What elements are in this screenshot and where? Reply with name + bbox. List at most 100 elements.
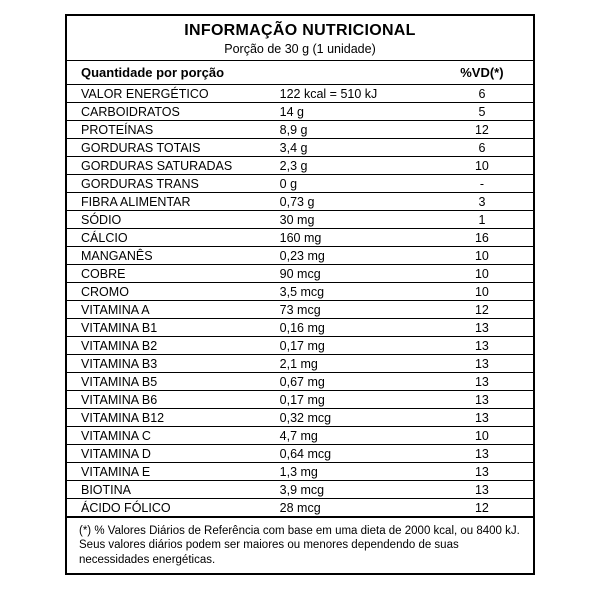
serving-size: Porção de 30 g (1 unidade) — [67, 42, 533, 56]
nutrient-amount: 0,23 mg — [266, 247, 427, 265]
nutrient-vd: 16 — [427, 229, 533, 247]
table-row: VALOR ENERGÉTICO122 kcal = 510 kJ6 — [67, 85, 533, 103]
nutrient-amount: 122 kcal = 510 kJ — [266, 85, 427, 103]
nutrition-table: Quantidade por porção %VD(*) VALOR ENERG… — [67, 61, 533, 517]
nutrient-amount: 14 g — [266, 103, 427, 121]
nutrient-vd: 13 — [427, 337, 533, 355]
nutrient-name: COBRE — [67, 265, 266, 283]
table-row: VITAMINA A73 mcg12 — [67, 301, 533, 319]
table-row: MANGANÊS0,23 mg10 — [67, 247, 533, 265]
table-row: VITAMINA B60,17 mg13 — [67, 391, 533, 409]
nutrient-name: SÓDIO — [67, 211, 266, 229]
nutrition-panel: INFORMAÇÃO NUTRICIONAL Porção de 30 g (1… — [65, 14, 535, 575]
nutrient-name: CROMO — [67, 283, 266, 301]
table-row: VITAMINA B50,67 mg13 — [67, 373, 533, 391]
table-row: VITAMINA C4,7 mg10 — [67, 427, 533, 445]
nutrient-amount: 4,7 mg — [266, 427, 427, 445]
nutrient-amount: 90 mcg — [266, 265, 427, 283]
nutrient-amount: 0,17 mg — [266, 337, 427, 355]
table-row: VITAMINA B120,32 mcg13 — [67, 409, 533, 427]
table-header-row: Quantidade por porção %VD(*) — [67, 61, 533, 85]
nutrient-vd: 12 — [427, 301, 533, 319]
nutrient-name: PROTEÍNAS — [67, 121, 266, 139]
nutrient-vd: 12 — [427, 121, 533, 139]
panel-header: INFORMAÇÃO NUTRICIONAL Porção de 30 g (1… — [67, 16, 533, 61]
nutrient-amount: 73 mcg — [266, 301, 427, 319]
table-row: SÓDIO30 mg1 — [67, 211, 533, 229]
nutrient-vd: 13 — [427, 355, 533, 373]
nutrient-amount: 1,3 mg — [266, 463, 427, 481]
nutrient-name: MANGANÊS — [67, 247, 266, 265]
nutrient-name: GORDURAS TOTAIS — [67, 139, 266, 157]
nutrient-vd: 13 — [427, 373, 533, 391]
nutrient-amount: 28 mcg — [266, 499, 427, 517]
nutrient-vd: 10 — [427, 427, 533, 445]
nutrient-name: CARBOIDRATOS — [67, 103, 266, 121]
nutrient-vd: - — [427, 175, 533, 193]
nutrient-amount: 30 mg — [266, 211, 427, 229]
table-row: VITAMINA B10,16 mg13 — [67, 319, 533, 337]
table-row: VITAMINA B32,1 mg13 — [67, 355, 533, 373]
nutrient-name: GORDURAS TRANS — [67, 175, 266, 193]
nutrient-name: VITAMINA D — [67, 445, 266, 463]
nutrient-name: VITAMINA E — [67, 463, 266, 481]
table-row: COBRE90 mcg10 — [67, 265, 533, 283]
nutrient-name: VITAMINA A — [67, 301, 266, 319]
nutrient-vd: 6 — [427, 139, 533, 157]
table-row: CROMO3,5 mcg10 — [67, 283, 533, 301]
nutrient-vd: 13 — [427, 391, 533, 409]
nutrient-vd: 3 — [427, 193, 533, 211]
table-row: GORDURAS TOTAIS3,4 g6 — [67, 139, 533, 157]
nutrient-vd: 13 — [427, 481, 533, 499]
nutrient-vd: 13 — [427, 463, 533, 481]
nutrient-amount: 2,1 mg — [266, 355, 427, 373]
panel-title: INFORMAÇÃO NUTRICIONAL — [67, 22, 533, 40]
nutrient-amount: 0 g — [266, 175, 427, 193]
nutrient-amount: 3,5 mcg — [266, 283, 427, 301]
nutrient-amount: 0,73 g — [266, 193, 427, 211]
nutrient-amount: 160 mg — [266, 229, 427, 247]
nutrient-amount: 0,64 mcg — [266, 445, 427, 463]
footnote: (*) % Valores Diários de Referência com … — [67, 517, 533, 573]
nutrient-name: ÁCIDO FÓLICO — [67, 499, 266, 517]
nutrient-amount: 3,4 g — [266, 139, 427, 157]
table-row: GORDURAS TRANS0 g- — [67, 175, 533, 193]
nutrient-amount: 0,32 mcg — [266, 409, 427, 427]
nutrient-name: CÁLCIO — [67, 229, 266, 247]
nutrient-amount: 8,9 g — [266, 121, 427, 139]
table-row: BIOTINA3,9 mcg13 — [67, 481, 533, 499]
nutrient-name: VALOR ENERGÉTICO — [67, 85, 266, 103]
col-header-vd: %VD(*) — [427, 61, 533, 85]
nutrient-name: BIOTINA — [67, 481, 266, 499]
nutrient-vd: 10 — [427, 157, 533, 175]
nutrient-name: VITAMINA B5 — [67, 373, 266, 391]
table-row: FIBRA ALIMENTAR0,73 g3 — [67, 193, 533, 211]
table-row: ÁCIDO FÓLICO28 mcg12 — [67, 499, 533, 517]
nutrient-vd: 13 — [427, 409, 533, 427]
nutrient-vd: 13 — [427, 319, 533, 337]
nutrient-vd: 12 — [427, 499, 533, 517]
nutrient-name: VITAMINA C — [67, 427, 266, 445]
nutrient-vd: 5 — [427, 103, 533, 121]
nutrient-name: VITAMINA B6 — [67, 391, 266, 409]
nutrient-vd: 10 — [427, 265, 533, 283]
nutrient-name: VITAMINA B3 — [67, 355, 266, 373]
nutrient-vd: 1 — [427, 211, 533, 229]
col-header-qty: Quantidade por porção — [67, 61, 427, 85]
nutrient-name: VITAMINA B1 — [67, 319, 266, 337]
nutrient-name: GORDURAS SATURADAS — [67, 157, 266, 175]
nutrient-vd: 13 — [427, 445, 533, 463]
nutrient-amount: 3,9 mcg — [266, 481, 427, 499]
nutrient-vd: 10 — [427, 283, 533, 301]
table-row: GORDURAS SATURADAS2,3 g10 — [67, 157, 533, 175]
nutrient-amount: 0,17 mg — [266, 391, 427, 409]
nutrient-name: VITAMINA B2 — [67, 337, 266, 355]
table-row: VITAMINA D0,64 mcg13 — [67, 445, 533, 463]
table-row: CÁLCIO160 mg16 — [67, 229, 533, 247]
table-row: VITAMINA E1,3 mg13 — [67, 463, 533, 481]
nutrient-vd: 10 — [427, 247, 533, 265]
nutrient-name: FIBRA ALIMENTAR — [67, 193, 266, 211]
nutrient-name: VITAMINA B12 — [67, 409, 266, 427]
nutrient-amount: 0,67 mg — [266, 373, 427, 391]
nutrient-amount: 2,3 g — [266, 157, 427, 175]
